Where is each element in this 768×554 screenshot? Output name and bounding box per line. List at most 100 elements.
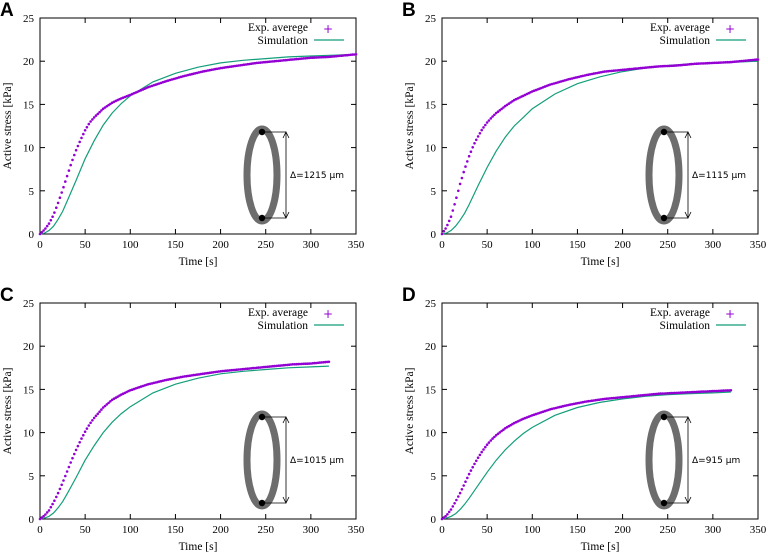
data-point [62,185,65,189]
data-point [100,408,103,411]
data-point [489,439,493,442]
data-point [100,109,103,112]
panel-letter: A [0,0,14,21]
x-tick-label: 300 [705,524,722,536]
data-point [493,113,496,117]
chart-panel-b: B 0 50 100 150 200 250 300 350 0 5 10 15 20 25 Time [s]… [402,0,767,268]
data-point [713,61,716,65]
data-point [440,232,444,236]
x-tick-label: 50 [80,524,92,536]
data-point [92,416,96,420]
data-point [484,445,487,449]
data-point [453,502,456,505]
data-point [491,115,494,118]
data-point [82,132,85,136]
data-point [500,429,503,433]
data-point [458,182,462,186]
data-point [109,400,112,403]
series-line-simulation [441,60,759,235]
plot-frame [441,17,759,235]
dimension-arrowhead-top [282,416,290,424]
legend-label-simulation: Simulation [660,35,711,47]
data-point [96,412,100,416]
data-point [291,363,295,366]
data-point [322,55,325,59]
data-point [60,483,63,487]
data-point [45,511,49,514]
ring-shape [243,125,281,225]
x-tick-label: 200 [614,239,631,251]
legend-label-experimental: Exp. average [650,22,710,34]
x-tick-label: 200 [212,239,229,251]
data-point [242,63,246,66]
data-point [447,510,451,514]
data-point [105,403,109,406]
distance-annotation: Δ=1015 μm [290,456,344,466]
data-point [478,453,482,457]
data-point [51,215,54,218]
data-point [496,432,500,436]
data-point [89,120,92,123]
y-tick-label: 15 [425,99,437,111]
y-tick-label: 25 [23,13,35,25]
x-axis-label: Time [s] [581,541,620,553]
data-point [305,56,309,60]
x-tick-label: 350 [750,524,767,536]
data-point [485,121,489,124]
data-point [78,441,81,444]
dimension-arrowhead-top [684,416,692,424]
data-point [73,153,76,157]
y-tick-label: 5 [29,471,35,483]
data-point [473,462,476,466]
series-points-experimental [440,389,733,521]
panel-letter: D [402,285,416,306]
data-point [44,227,47,230]
dimension-arrowhead-bottom [282,211,290,219]
data-point [707,61,711,65]
data-point [56,201,60,205]
ring-illustration: Δ=915 μm [645,410,740,510]
legend-marker-experimental: + [323,22,333,36]
y-tick-label: 15 [23,99,35,111]
x-tick-label: 0 [37,524,43,536]
x-tick-label: 200 [614,524,631,536]
data-point [713,389,716,393]
data-point [487,119,491,122]
data-point [85,125,89,129]
data-point [464,165,467,168]
data-point [40,516,44,519]
x-tick-label: 50 [80,239,92,251]
x-tick-label: 300 [705,239,722,251]
data-point [661,392,664,395]
data-point [707,390,711,393]
series-points-experimental [440,58,760,236]
data-point [275,59,278,63]
data-point [466,476,469,480]
dimension-arrowhead-top [684,131,692,139]
x-tick-label: 250 [659,239,676,251]
data-point [480,450,483,454]
data-point [462,170,465,174]
y-tick-label: 15 [23,384,35,396]
series-points-experimental [38,53,358,236]
ring-shape [645,410,683,510]
data-point [491,437,494,440]
data-point [103,404,107,408]
panel-letter: C [0,285,14,306]
y-tick-label: 20 [425,341,437,353]
data-point [740,59,743,63]
data-point [304,362,307,365]
dimension-arrowhead-top [282,131,290,139]
data-point [457,495,460,498]
data-point [460,176,464,180]
data-point [275,364,278,368]
data-point [644,393,648,397]
x-tick-label: 100 [122,239,139,251]
y-tick-label: 10 [425,143,437,155]
x-tick-label: 100 [524,524,541,536]
data-point [487,441,491,444]
data-point [502,428,505,431]
data-point [700,62,704,65]
data-point [49,505,53,509]
data-point [44,513,47,516]
